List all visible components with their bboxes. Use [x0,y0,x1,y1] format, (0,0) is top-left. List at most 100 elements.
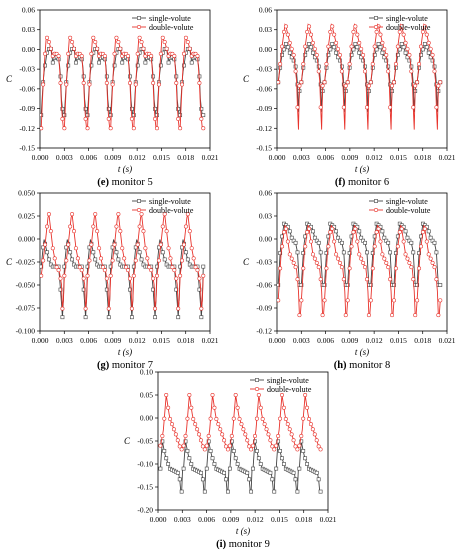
data-point [176,315,181,320]
data-point [277,283,281,287]
data-point [70,257,74,262]
data-point [258,462,263,466]
data-point [318,489,323,494]
data-point [97,246,102,251]
chart-3-series-double-volute [277,224,443,318]
data-point [220,432,225,437]
data-point [131,126,136,131]
data-point [83,315,88,320]
data-point [297,313,302,318]
data-point [277,80,281,85]
data-point [126,268,131,273]
data-point [299,283,304,287]
data-point [176,116,181,121]
data-point [114,224,119,229]
y-tick-label: 0.06 [22,6,35,15]
data-point [195,53,200,58]
data-point [399,24,404,29]
y-tick-label: -0.20 [137,506,153,515]
chart-1-x-axis-label: t (s) [355,164,369,174]
data-point [351,47,356,52]
data-point [336,235,340,240]
data-point [46,40,51,45]
data-point [231,449,236,453]
data-point [305,29,310,34]
data-point [177,477,182,482]
data-point [99,256,104,261]
data-point [153,106,157,111]
y-tick-label: -0.03 [256,65,272,74]
data-point [384,53,389,58]
data-point [106,315,111,320]
data-point [218,427,223,432]
y-tick-label: -0.09 [256,104,272,113]
data-point [108,273,113,278]
data-point [332,239,337,244]
data-point [97,60,101,65]
data-point [249,489,254,494]
x-tick-label: 0.006 [317,336,334,345]
data-point [351,29,356,34]
data-point [40,113,44,118]
x-tick-label: 0.018 [414,336,431,345]
y-tick-label: 0.05 [140,391,153,400]
data-point [41,82,46,87]
data-point [438,283,443,287]
data-point [407,260,412,265]
x-tick-label: 0.006 [80,336,97,345]
data-point [316,69,321,74]
data-point [376,226,381,231]
data-point [66,51,71,56]
data-point [153,315,157,320]
data-point [359,55,364,60]
data-point [258,405,263,410]
data-point [280,44,285,49]
data-point [287,40,292,45]
caption-text: monitor 5 [112,177,153,188]
y-tick-label: 0.06 [259,6,272,15]
data-point [282,462,286,466]
data-point [160,224,165,229]
data-point [185,40,190,45]
data-point [318,105,323,110]
data-point [199,470,203,475]
data-point [110,258,115,263]
data-point [179,489,184,494]
data-point [129,116,134,121]
caption-letter: (e) [97,177,111,188]
data-point [326,44,331,49]
data-point [314,238,319,243]
data-point [355,32,360,37]
data-point [227,466,232,471]
data-point [334,229,338,234]
x-tick-label: 0.009 [222,515,239,524]
data-point [403,229,408,234]
data-point [274,466,279,471]
caption-letter: (i) [216,539,229,550]
data-point [395,44,400,49]
data-point [355,239,360,244]
data-point [247,444,252,449]
data-point [397,29,402,34]
legend-marker [137,207,142,212]
data-point [102,268,107,273]
legend-marker [374,207,379,212]
legend-marker [137,199,141,203]
data-point [135,51,140,56]
data-point [212,405,217,410]
data-point [353,42,358,46]
data-point [384,58,389,63]
data-point [392,283,396,287]
y-tick-label: -0.15 [137,483,153,492]
data-point [380,50,385,55]
x-tick-label: 0.006 [80,153,97,162]
data-point [417,251,421,255]
data-point [411,105,416,110]
y-tick-label: 0.00 [140,414,153,423]
series-line [277,23,441,130]
caption-text: monitor 9 [229,539,270,550]
data-point [245,438,250,443]
data-point [430,53,435,58]
data-point [415,80,420,85]
